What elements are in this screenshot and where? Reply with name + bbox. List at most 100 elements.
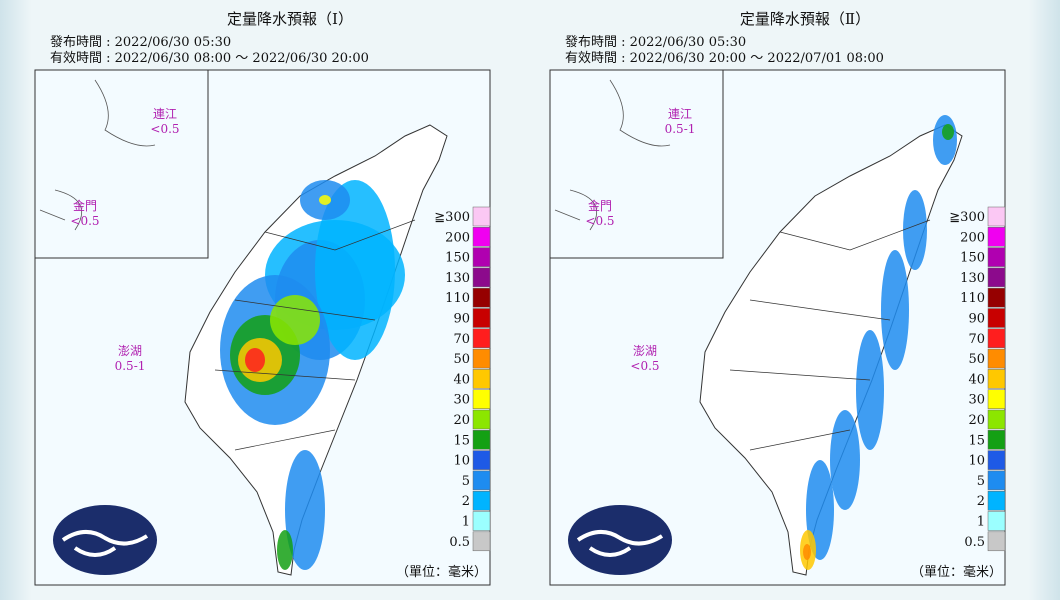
legend-label: ≧300 (434, 210, 470, 225)
legend-swatch (472, 247, 491, 267)
legend-label: 15 (453, 433, 470, 448)
island-name: 澎湖 (633, 343, 657, 358)
legend-label: 10 (968, 454, 985, 469)
coast (554, 79, 671, 231)
legend-label: 30 (453, 393, 470, 408)
legend-label: 5 (977, 474, 985, 489)
legend-swatch (472, 409, 491, 430)
rain-area (285, 450, 325, 570)
legend-label: 15 (968, 433, 985, 448)
island-name: 金門 (73, 198, 97, 213)
issue-time: 發布時間 : 2022/06/30 05:30 (565, 35, 746, 50)
panel: 連江0.5-1金門<0.5澎湖<0.5≧30020015013011090705… (549, 69, 1006, 586)
legend-swatch (987, 430, 1006, 450)
legend-swatch (987, 450, 1006, 470)
legend-swatch (987, 490, 1006, 511)
island-amount: <0.5 (585, 214, 614, 228)
legend-swatch (472, 389, 491, 409)
logo-swirl (61, 530, 149, 557)
legend-label: 130 (960, 271, 985, 286)
island-name: 金門 (588, 198, 612, 213)
unit-label: （單位：毫米） (911, 564, 1002, 580)
rain-area (942, 124, 954, 140)
legend-swatch (987, 287, 1006, 308)
inset-frame (549, 69, 724, 259)
legend-swatch (987, 389, 1006, 409)
rain-area (856, 330, 884, 450)
legend-label: 200 (960, 230, 985, 245)
legend-label: 30 (968, 393, 985, 408)
island-amount: 0.5-1 (115, 359, 146, 373)
legend-swatch (472, 308, 491, 328)
legend-label: 90 (453, 312, 470, 327)
legend-swatch (472, 227, 491, 247)
island-amount: <0.5 (150, 122, 179, 136)
legend-label: ≧300 (949, 210, 985, 225)
legend-label: 150 (445, 251, 470, 266)
legend-label: 50 (968, 352, 985, 367)
county-lines (729, 219, 931, 451)
legend-label: 70 (968, 332, 985, 347)
rain-area (933, 115, 957, 165)
valid-time: 有效時間 : 2022/06/30 20:00 ～ 2022/07/01 08:… (565, 51, 884, 66)
island-amount: <0.5 (70, 214, 99, 228)
island-name: 連江 (153, 107, 177, 121)
rain-area (277, 530, 293, 570)
legend-swatch (987, 328, 1006, 349)
legend-swatch (472, 450, 491, 470)
legend-label: 50 (453, 352, 470, 367)
legend-label: 20 (968, 413, 985, 428)
legend-label: 10 (453, 454, 470, 469)
legend-label: 2 (977, 494, 985, 509)
legend-swatch (472, 430, 491, 450)
unit-label: （單位：毫米） (396, 564, 487, 580)
coast (39, 79, 156, 231)
island-amount: 0.5-1 (665, 122, 696, 136)
legend-label: 40 (968, 372, 985, 387)
rain-area (245, 348, 265, 372)
legend-label: 1 (977, 515, 985, 530)
legend-label: 90 (968, 312, 985, 327)
legend-label: 110 (445, 291, 470, 306)
legend-swatch (472, 531, 491, 552)
legend-swatch (987, 267, 1006, 288)
legend-label: 110 (960, 291, 985, 306)
legend-swatch (472, 470, 491, 491)
legend-swatch (472, 267, 491, 288)
rain-area (903, 190, 927, 270)
rain-area (315, 180, 395, 360)
rain-area (830, 410, 860, 510)
rain-area (270, 295, 320, 345)
rain-area (803, 544, 811, 560)
county-lines (214, 219, 416, 451)
legend-swatch (987, 206, 1006, 227)
legend-swatch (987, 227, 1006, 247)
legend-swatch (472, 511, 491, 531)
island-name: 連江 (668, 107, 692, 121)
legend-swatch (472, 348, 491, 369)
legend-swatch (472, 206, 491, 227)
legend-label: 200 (445, 230, 470, 245)
legend-label: 2 (462, 494, 470, 509)
legend-label: 5 (462, 474, 470, 489)
legend-label: 70 (453, 332, 470, 347)
legend-label: 20 (453, 413, 470, 428)
logo-swirl (576, 530, 664, 557)
rain-area (881, 250, 909, 370)
legend-swatch (472, 287, 491, 308)
legend-label: 130 (445, 271, 470, 286)
legend-swatch (987, 409, 1006, 430)
legend-label: 1 (462, 515, 470, 530)
issue-time: 發布時間 : 2022/06/30 05:30 (50, 35, 231, 50)
legend-swatch (987, 470, 1006, 491)
legend-swatch (987, 247, 1006, 267)
valid-time: 有效時間 : 2022/06/30 08:00 ～ 2022/06/30 20:… (50, 51, 369, 66)
inset-frame (34, 69, 209, 259)
legend-label: 0.5 (449, 535, 470, 550)
rain-area (319, 195, 331, 205)
legend-swatch (987, 531, 1006, 552)
panel-title: 定量降水預報（Ⅱ） (740, 10, 870, 28)
panel: 連江<0.5金門<0.5澎湖0.5-1≧30020015013011090705… (34, 69, 491, 586)
legend-swatch (987, 308, 1006, 328)
